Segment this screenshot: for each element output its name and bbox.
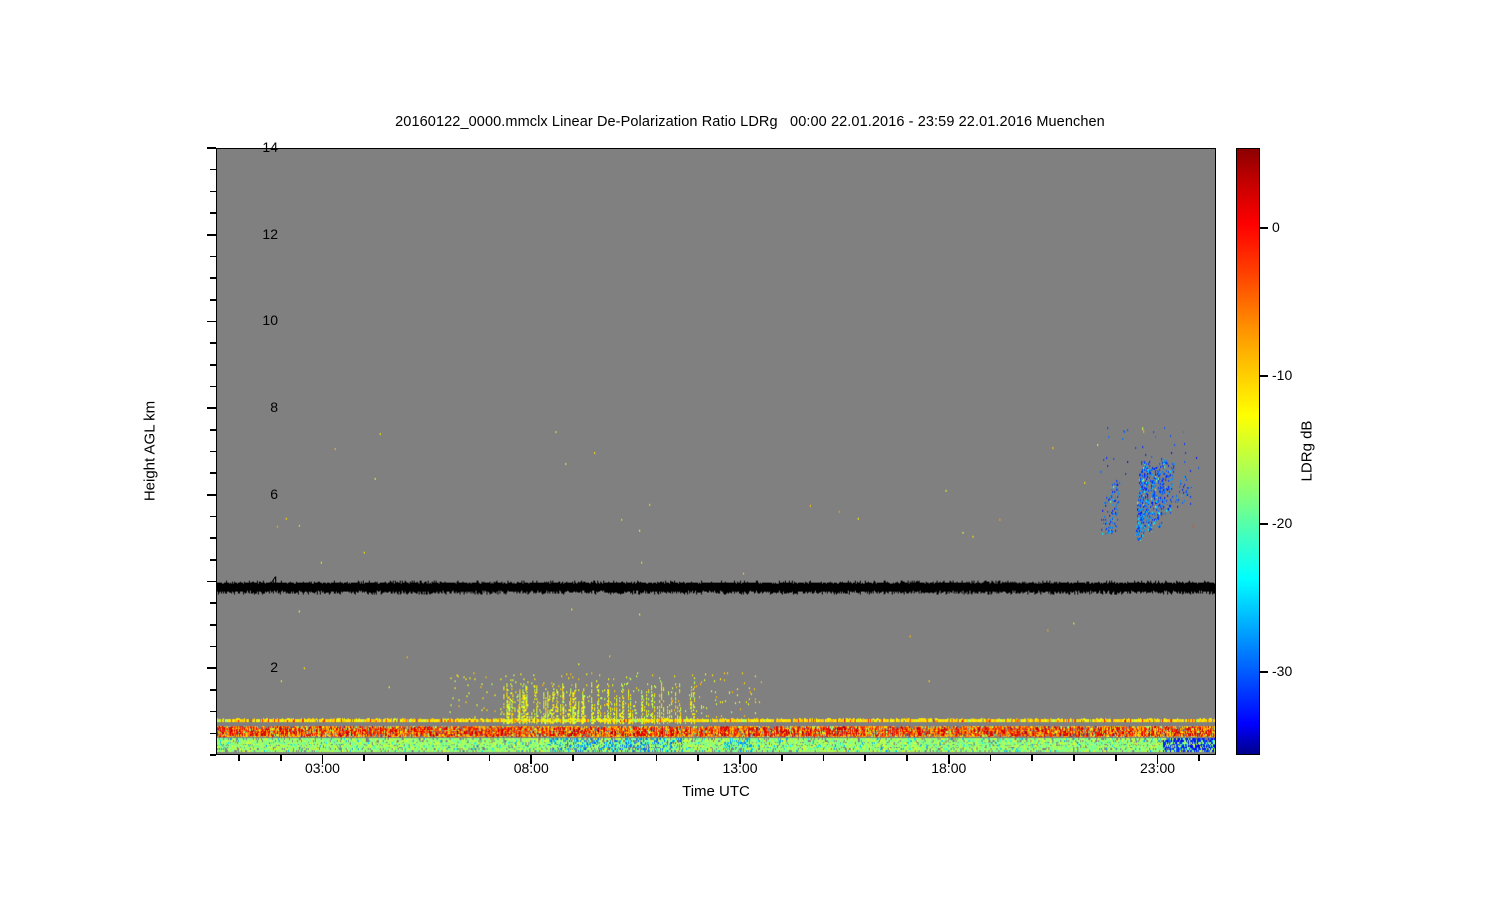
y-tick-major [207, 580, 216, 583]
x-tick-minor [363, 755, 366, 761]
y-tick-major [207, 494, 216, 496]
y-tick-minor [210, 168, 216, 171]
x-tick-major [321, 755, 324, 764]
y-tick-minor [210, 689, 216, 691]
y-tick-minor [210, 732, 216, 735]
x-tick-minor [655, 755, 658, 761]
colorbar-tick [1260, 375, 1268, 377]
colorbar-tick [1260, 671, 1268, 673]
colorbar-tick-label: 0 [1272, 218, 1280, 235]
x-tick-minor [1198, 755, 1201, 761]
y-tick-minor [210, 363, 216, 366]
page-title: 20160122_0000.mmclx Linear De-Polarizati… [395, 114, 1105, 130]
y-tick-label: 14 [262, 139, 278, 155]
y-tick-minor [210, 515, 216, 518]
y-tick-minor [210, 624, 216, 626]
colorbar-title: LDRg dB [1298, 420, 1316, 482]
colorbar-tick-label: -20 [1272, 515, 1293, 532]
y-tick-minor [210, 754, 216, 756]
y-tick-minor [210, 429, 216, 431]
y-tick-label: 10 [262, 312, 278, 329]
y-tick-major [207, 147, 216, 149]
x-tick-minor [822, 755, 825, 761]
x-axis-title: Time UTC [682, 783, 750, 800]
y-tick-minor [210, 385, 216, 388]
y-tick-minor [210, 537, 216, 539]
y-tick-minor [210, 277, 216, 279]
x-tick-label: 23:00 [1140, 760, 1176, 776]
x-tick-label: 08:00 [513, 760, 549, 776]
colorbar-tick [1260, 523, 1268, 525]
y-tick-minor [210, 472, 216, 474]
y-tick-label: 12 [262, 225, 278, 242]
x-tick-major [530, 755, 533, 764]
x-tick-minor [572, 755, 574, 761]
y-tick-label: 2 [270, 659, 278, 676]
colorbar-tick [1260, 227, 1268, 229]
y-tick-minor [210, 255, 216, 258]
x-tick-label: 13:00 [722, 760, 758, 776]
y-tick-major [207, 233, 216, 236]
x-tick-major [947, 755, 950, 764]
plot-area [216, 148, 1216, 755]
x-tick-minor [1073, 755, 1075, 761]
x-tick-minor [279, 755, 282, 761]
x-tick-minor [446, 755, 449, 761]
x-tick-minor [405, 755, 407, 761]
x-tick-label: 03:00 [304, 760, 340, 776]
x-tick-label: 18:00 [931, 760, 967, 776]
y-tick-minor [210, 645, 216, 648]
x-tick-minor [1031, 755, 1034, 761]
y-tick-minor [210, 450, 216, 453]
colorbar-tick-label: -10 [1272, 366, 1293, 383]
y-tick-major [207, 320, 216, 323]
y-tick-major [207, 407, 216, 409]
x-tick-minor [864, 755, 867, 761]
y-tick-minor [210, 602, 216, 605]
x-tick-minor [613, 755, 616, 761]
x-tick-minor [1114, 755, 1117, 761]
heatmap-canvas [217, 149, 1215, 754]
y-tick-minor [210, 190, 216, 193]
y-tick-label: 8 [270, 399, 278, 416]
x-tick-minor [780, 755, 783, 761]
x-tick-major [739, 755, 741, 764]
colorbar-tick-label: -30 [1272, 663, 1293, 680]
x-tick-minor [989, 755, 992, 761]
y-tick-minor [210, 342, 216, 344]
y-tick-major [207, 667, 216, 670]
colorbar [1236, 148, 1260, 755]
y-tick-label: 4 [270, 572, 278, 589]
y-tick-minor [210, 298, 216, 301]
y-tick-minor [210, 212, 216, 214]
y-tick-minor [210, 710, 216, 713]
y-tick-minor [210, 559, 216, 561]
x-tick-major [1156, 755, 1159, 764]
x-tick-minor [906, 755, 908, 761]
y-tick-label: 6 [270, 485, 278, 502]
x-tick-minor [697, 755, 700, 761]
y-axis-title: Height AGL km [141, 400, 159, 502]
x-tick-minor [488, 755, 491, 761]
x-tick-minor [238, 755, 240, 761]
